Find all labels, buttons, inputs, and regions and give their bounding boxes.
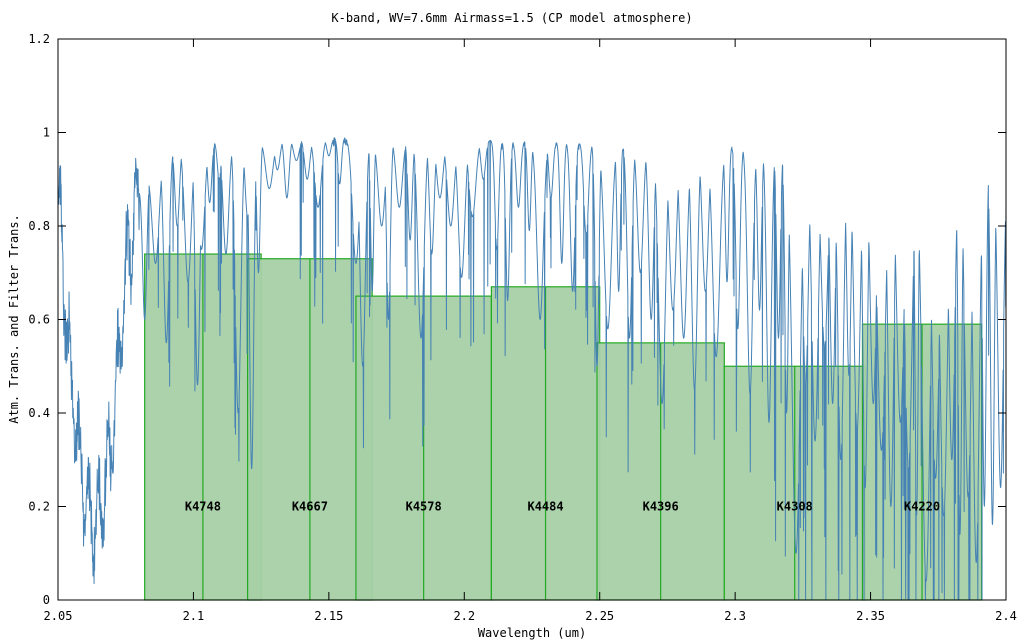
chart-title: K-band, WV=7.6mm Airmass=1.5 (CP model a… <box>331 11 692 25</box>
filter-label-k4667: K4667 <box>292 500 328 514</box>
x-axis-label: Wavelength (um) <box>478 626 586 640</box>
atmosphere-transmission-line <box>57 137 1007 601</box>
y-tick-label-2: 0.4 <box>28 406 50 420</box>
labels-layer: 2.05 2.1 2.15 2.2 2.25 2.3 2.35 2.4 0 0.2 0.4 0.6 0.… <box>28 32 1017 623</box>
y-tick-label-3: 0.6 <box>28 313 50 327</box>
y-axis-label: Atm. Trans. and Filter Trans. <box>7 214 21 424</box>
filter-label-k4220: K4220 <box>904 500 940 514</box>
x-tick-label-3: 2.2 <box>453 609 475 623</box>
y-tick-label-5: 1 <box>43 126 50 140</box>
x-tick-label-2: 2.15 <box>314 609 343 623</box>
filter-label-k4484: K4484 <box>527 500 563 514</box>
y-tick-label-4: 0.8 <box>28 219 50 233</box>
filter-label-k4308: K4308 <box>777 500 813 514</box>
x-tick-label-7: 2.4 <box>995 609 1017 623</box>
axes-layer <box>57 38 1007 601</box>
x-tick-label-4: 2.25 <box>585 609 614 623</box>
atmosphere-layer <box>57 137 1007 601</box>
x-tick-label-1: 2.1 <box>183 609 205 623</box>
y-tick-label-1: 0.2 <box>28 500 50 514</box>
filter-label-k4396: K4396 <box>643 500 679 514</box>
filter-label-k4748: K4748 <box>185 500 221 514</box>
y-tick-label-0: 0 <box>43 593 50 607</box>
x-tick-label-6: 2.35 <box>856 609 885 623</box>
filter-label-k4578: K4578 <box>406 500 442 514</box>
x-tick-label-5: 2.3 <box>724 609 746 623</box>
y-tick-label-6: 1.2 <box>28 32 50 46</box>
x-tick-label-0: 2.05 <box>44 609 73 623</box>
